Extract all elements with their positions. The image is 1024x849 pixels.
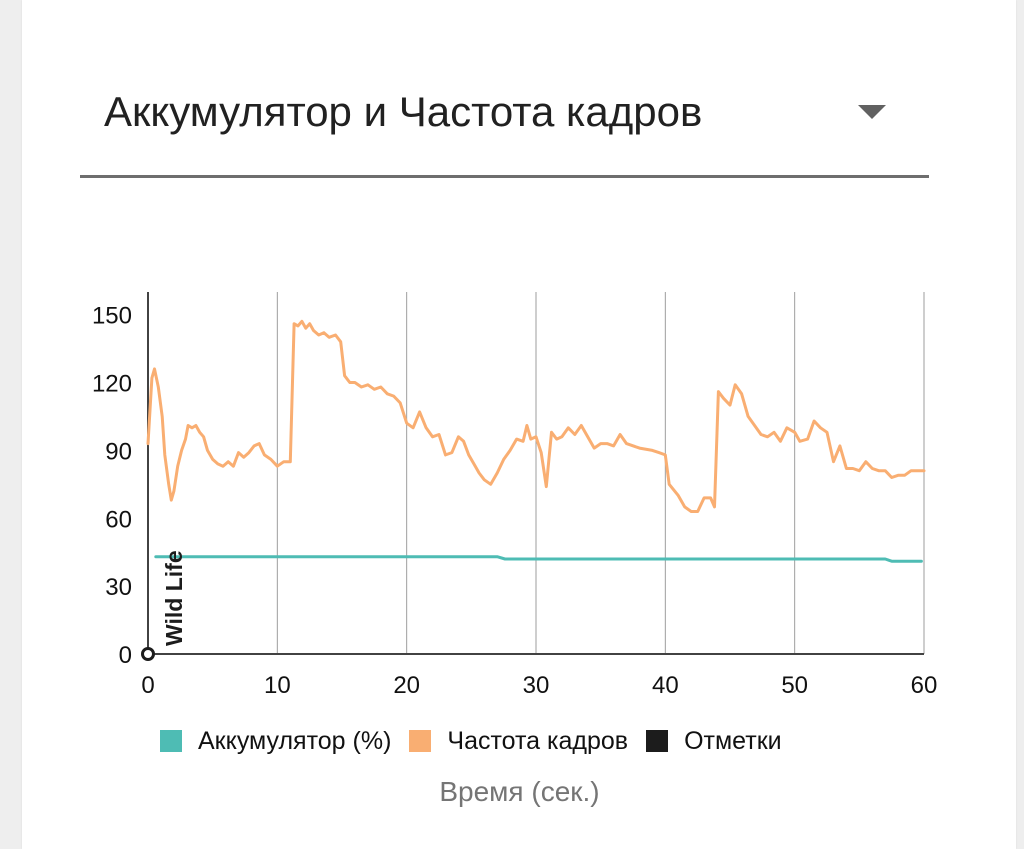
y-tick-label: 30	[105, 574, 132, 601]
legend-label-battery: Аккумулятор (%)	[198, 726, 392, 755]
y-tick-label: 0	[119, 642, 132, 669]
legend-swatch-marks	[646, 730, 669, 752]
fps-series-line	[146, 319, 926, 513]
x-tick-label: 20	[393, 672, 420, 699]
x-axis-title: Время (сек.)	[439, 776, 600, 807]
x-tick-label: 10	[264, 672, 291, 699]
x-tick-label: 0	[141, 672, 154, 699]
y-tick-label: 150	[92, 303, 132, 330]
legend-label-marks: Отметки	[684, 726, 782, 755]
legend-item-battery[interactable]: Аккумулятор (%)	[160, 727, 391, 756]
legend-swatch-fps	[409, 730, 432, 752]
x-tick-label: 50	[781, 672, 808, 699]
x-tick-label: 30	[523, 672, 550, 699]
legend-swatch-battery	[160, 730, 182, 752]
x-tick-label: 60	[911, 672, 938, 699]
chevron-down-icon[interactable]	[858, 105, 886, 119]
marker-point	[141, 647, 155, 661]
x-tick-label: 40	[652, 672, 679, 699]
y-tick-label: 120	[92, 371, 132, 398]
legend-item-marks[interactable]: Отметки	[646, 727, 782, 756]
dropdown-selected-label: Аккумулятор и Частота кадров	[104, 88, 703, 135]
marker-label: Wild Life	[161, 550, 187, 646]
battery-series-line	[154, 555, 923, 563]
chart-type-dropdown[interactable]: Аккумулятор и Частота кадров	[80, 70, 929, 178]
y-tick-label: 90	[105, 438, 132, 465]
legend-label-fps: Частота кадров	[447, 726, 629, 755]
y-tick-label: 60	[105, 506, 132, 533]
dropdown-underline	[80, 175, 929, 178]
chart-legend: Аккумулятор (%) Частота кадров Отметки	[160, 725, 800, 757]
legend-item-fps[interactable]: Частота кадров	[409, 727, 628, 756]
